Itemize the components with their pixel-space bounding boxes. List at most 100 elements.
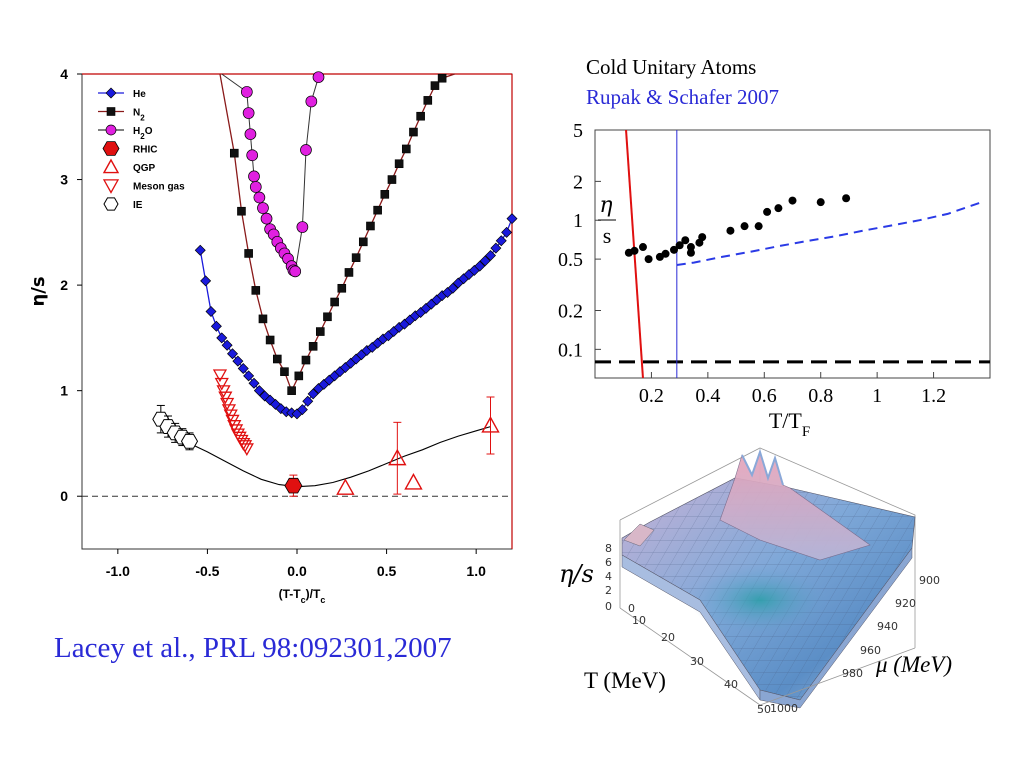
right-y-tick-label: 0.1 [558, 339, 583, 361]
left-plot-frame [81, 73, 513, 550]
right-x-tick-label: 0.4 [695, 385, 720, 407]
n2-point [344, 268, 354, 277]
data-point [686, 248, 695, 257]
right-x-axis-label: T/TF [769, 408, 810, 440]
n2-point [251, 286, 261, 295]
data-point [644, 255, 653, 264]
h2o-point [240, 86, 253, 98]
meson-gas-point [212, 369, 228, 383]
data-point [842, 194, 851, 203]
he-point [227, 348, 238, 360]
n2-point [244, 249, 253, 258]
surface-z-tick: 8 [605, 542, 612, 555]
he-point [210, 320, 222, 332]
surface-z-tick: 6 [605, 556, 612, 569]
qgp-point [404, 473, 423, 490]
n2-point [272, 354, 282, 364]
right-y-tick-label: 5 [573, 120, 583, 142]
surface-y-tick: 900 [919, 574, 940, 587]
data-point [675, 241, 684, 250]
legend-label: IE [133, 200, 143, 211]
h2o-point [246, 149, 259, 162]
right-chart-subtitle: Rupak & Schafer 2007 [586, 85, 780, 109]
surface-y-tick: 940 [877, 620, 898, 633]
surface-x-tick: 50 [757, 703, 771, 716]
h2o-point [296, 221, 309, 233]
n2-point [366, 221, 375, 231]
legend-label: RHIC [133, 145, 157, 156]
he-point [200, 275, 212, 287]
n2-point [315, 327, 325, 336]
data-point [816, 198, 825, 207]
surface-x-tick: 10 [632, 614, 646, 627]
h2o-point [244, 128, 257, 141]
he-point [479, 255, 491, 267]
n2-point [423, 96, 433, 105]
rhic-point [284, 477, 303, 494]
n2-point [294, 371, 304, 381]
legend-marker [105, 87, 117, 99]
left-x-tick-label: 0.5 [377, 563, 397, 579]
he-point [216, 332, 228, 344]
qgp-point [388, 448, 407, 466]
meson-gas-point [216, 385, 231, 399]
he-point [248, 377, 260, 389]
data-point [726, 226, 735, 235]
box-front-edges [619, 607, 916, 706]
left-y-tick-label: 4 [60, 66, 68, 82]
right-x-tick-label: 0.8 [808, 385, 833, 407]
he-point [221, 339, 233, 351]
surface-y-tick: 1000 [770, 702, 798, 715]
n2-point [387, 175, 397, 184]
right-y-axis-label: ηs [598, 193, 616, 248]
he-point [307, 388, 319, 400]
meson-gas-point [220, 397, 235, 411]
surface-front-right [759, 547, 913, 709]
left-y-tick-label: 2 [60, 277, 68, 293]
h2o-point [289, 265, 302, 278]
legend-label: QGP [133, 163, 156, 174]
data-point [638, 243, 647, 252]
meson-gas-point [239, 443, 254, 457]
n2-point [323, 312, 332, 322]
he-point [485, 250, 496, 262]
right-y-axis-label-s: s [603, 223, 612, 248]
data-point [630, 246, 639, 255]
n2-point [237, 206, 246, 216]
legend-marker [102, 179, 120, 194]
left-chart-markers [152, 71, 518, 497]
surface-z-tick: 2 [605, 584, 612, 597]
data-point [788, 196, 797, 205]
n2-point [351, 253, 361, 262]
right-x-tick-label: 1 [872, 385, 882, 407]
he-point [506, 213, 518, 225]
n2-point [380, 190, 390, 199]
h2o-point [260, 212, 273, 225]
n2-point [229, 148, 239, 158]
data-point [774, 204, 783, 213]
he-point [232, 355, 244, 367]
h2o-point [253, 191, 266, 204]
legend-marker [102, 158, 120, 174]
surface-y-label: μ (MeV) [875, 652, 952, 677]
right-chart-title: Cold Unitary Atoms [586, 55, 757, 79]
n2-point [358, 237, 368, 247]
surface-y-tick: 960 [860, 644, 881, 657]
data-point [686, 243, 695, 252]
legend-marker [103, 197, 119, 211]
right-plot-frame [594, 129, 991, 379]
fit-curve [153, 416, 491, 488]
left-x-tick-label: 1.0 [466, 563, 486, 579]
n2-point [308, 342, 318, 351]
surface-z-tick: 4 [605, 570, 612, 583]
ie-point [180, 433, 199, 449]
data-point [670, 245, 678, 254]
he-point [194, 244, 206, 256]
h2o-point [300, 144, 312, 156]
legend-marker [106, 107, 116, 116]
he-point [501, 226, 513, 238]
left-x-tick-label: -1.0 [106, 563, 130, 579]
left-x-tick-label: 0.0 [287, 563, 307, 579]
